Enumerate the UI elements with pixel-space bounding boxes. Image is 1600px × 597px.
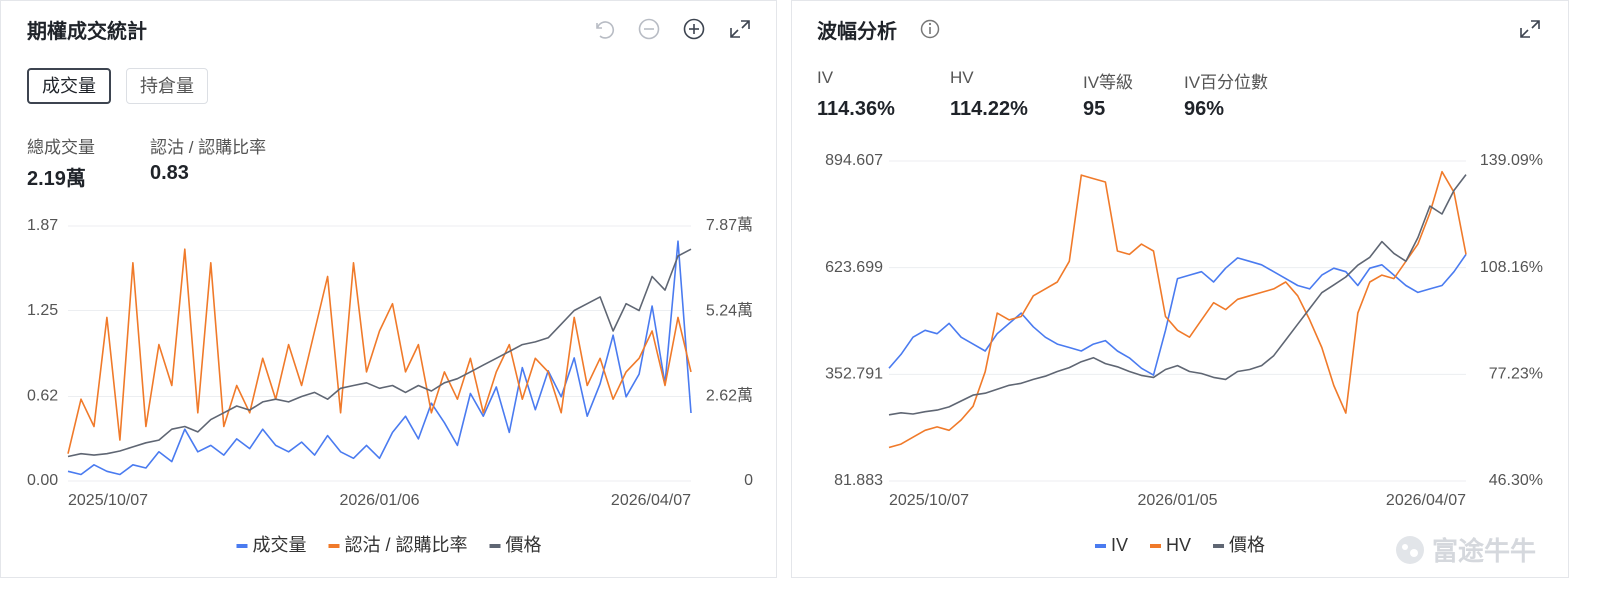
volatility-panel: 波幅分析 IV 114.36% HV 114.22% IV等級 95 IV百分位… [791,0,1569,578]
volume-panel: 期權成交統計 成交量 持倉量 總成交量 2.19萬 認沽 / 認購比率 0.83… [0,0,777,578]
x-tick-label: 2026/04/07 [1386,492,1466,509]
stat-value: 114.22% [950,98,1028,120]
y-tick-label: 1.25 [27,302,58,319]
legend-label: 成交量 [252,535,306,555]
series-line [888,170,1467,449]
series-line [888,174,1467,416]
y2-tick-label: 7.87萬 [706,216,753,234]
x-tick-label: 2026/01/06 [339,492,419,509]
stat-label: 總成交量 [27,138,95,157]
series-line [888,253,1467,376]
y2-tick-label: 77.23% [1489,366,1543,383]
y-tick-label: 623.699 [825,259,883,276]
y2-tick-label: 108.16% [1480,259,1543,276]
y-tick-label: 0.00 [27,472,58,489]
y-tick-label: 1.87 [27,217,58,234]
legend-label: IV [1111,535,1128,555]
toolbar [596,18,750,40]
chart: 0.00 0.62 1.25 1.87 0 2.62萬 5.24萬 7.87萬 2025/10/… [27,216,753,555]
y-tick-label: 352.791 [825,366,883,383]
y2-tick-label: 2.62萬 [706,386,753,404]
legend-swatch [1150,544,1161,548]
stat-label: IV [817,68,834,87]
y2-tick-label: 5.24萬 [706,301,753,319]
zoom-out-icon[interactable] [638,18,660,40]
watermark-text: 富途牛牛 [1432,536,1537,566]
zoom-in-icon[interactable] [683,18,705,40]
info-icon[interactable] [919,17,943,43]
x-tick-label: 2026/01/05 [1137,492,1217,509]
expand-icon[interactable] [730,20,750,38]
legend-swatch [489,544,501,548]
legend-label: 價格 [1229,535,1265,555]
stat-value: 2.19萬 [27,168,86,190]
tab[interactable]: 成交量 [27,68,111,104]
x-tick-label: 2025/10/07 [889,492,969,509]
legend: 成交量 認沽 / 認購比率 價格 [236,535,542,555]
legend-swatch [1094,544,1106,548]
legend-swatch [236,544,248,548]
y2-tick-label: 46.30% [1489,472,1543,489]
series-line [67,248,692,454]
legend: IV HV 價格 [1094,535,1265,555]
panel-title: 波幅分析 [817,21,897,43]
chart: 81.883 352.791 623.699 894.607 46.30% 77.23% 1… [825,152,1543,555]
y2-tick-label: 0 [744,472,753,489]
y-tick-label: 0.62 [27,388,58,405]
watermark: 富途牛牛 [1394,531,1536,568]
watermark-logo [1396,535,1424,564]
legend-label: 價格 [506,535,542,555]
y-tick-label: 81.883 [834,472,883,489]
undo-icon[interactable] [596,21,615,39]
legend-swatch [328,544,340,548]
tab[interactable]: 持倉量 [126,68,208,104]
legend-swatch [1213,544,1225,548]
y-tick-label: 894.607 [825,152,883,169]
expand-icon[interactable] [1518,17,1544,43]
stat-label: IV等級 [1083,73,1134,92]
stat-value: 114.36% [817,98,895,120]
legend-label: HV [1166,535,1191,555]
legend-label: 認沽 / 認購比率 [344,535,467,555]
stat-label: IV百分位數 [1184,73,1269,92]
stat-value: 95 [1083,98,1106,120]
series-line [67,240,692,476]
stat-label: HV [950,68,974,87]
x-tick-label: 2025/10/07 [68,492,148,509]
stat-value: 0.83 [150,162,189,184]
series-line [67,248,692,458]
panel-title: 期權成交統計 [27,21,147,43]
x-tick-label: 2026/04/07 [611,492,691,509]
stat-value: 96% [1184,98,1225,120]
stat-label: 認沽 / 認購比率 [150,138,267,157]
y2-tick-label: 139.09% [1480,152,1543,169]
